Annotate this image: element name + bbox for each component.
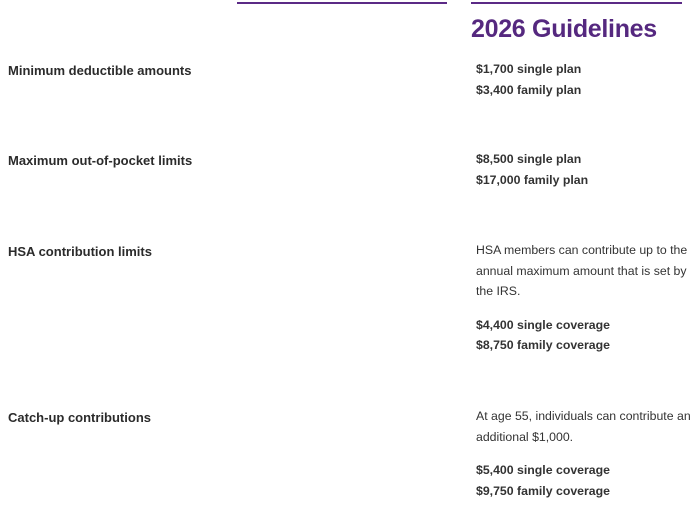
value-line: $1,700 single plan (476, 62, 582, 76)
row-label-deductible: Minimum deductible amounts (8, 63, 192, 78)
value-line: $8,500 single plan (476, 152, 582, 166)
row-values-out-of-pocket: $8,500 single plan $17,000 family plan (476, 149, 691, 190)
guidelines-title: 2026 Guidelines (471, 15, 657, 43)
value-note: HSA members can contribute up to the ann… (476, 243, 688, 298)
row-values-hsa: HSA members can contribute up to the ann… (476, 240, 691, 356)
row-label-out-of-pocket: Maximum out-of-pocket limits (8, 153, 193, 168)
value-line: $17,000 family plan (476, 172, 589, 187)
value-line: $8,750 family coverage (476, 338, 610, 352)
row-label-catch-up: Catch-up contributions (8, 410, 151, 425)
value-line: $4,400 single coverage (476, 317, 610, 332)
row-values-deductible: $1,700 single plan $3,400 family plan (476, 59, 691, 100)
divider-right (471, 2, 682, 4)
value-note: At age 55, individuals can contribute an… (476, 409, 691, 444)
value-line: $5,400 single coverage (476, 463, 610, 477)
row-values-catch-up: At age 55, individuals can contribute an… (476, 406, 691, 501)
value-line: $9,750 family coverage (476, 483, 610, 498)
divider-left (237, 2, 447, 4)
value-line: $3,400 family plan (476, 82, 582, 97)
row-label-hsa: HSA contribution limits (8, 244, 152, 259)
